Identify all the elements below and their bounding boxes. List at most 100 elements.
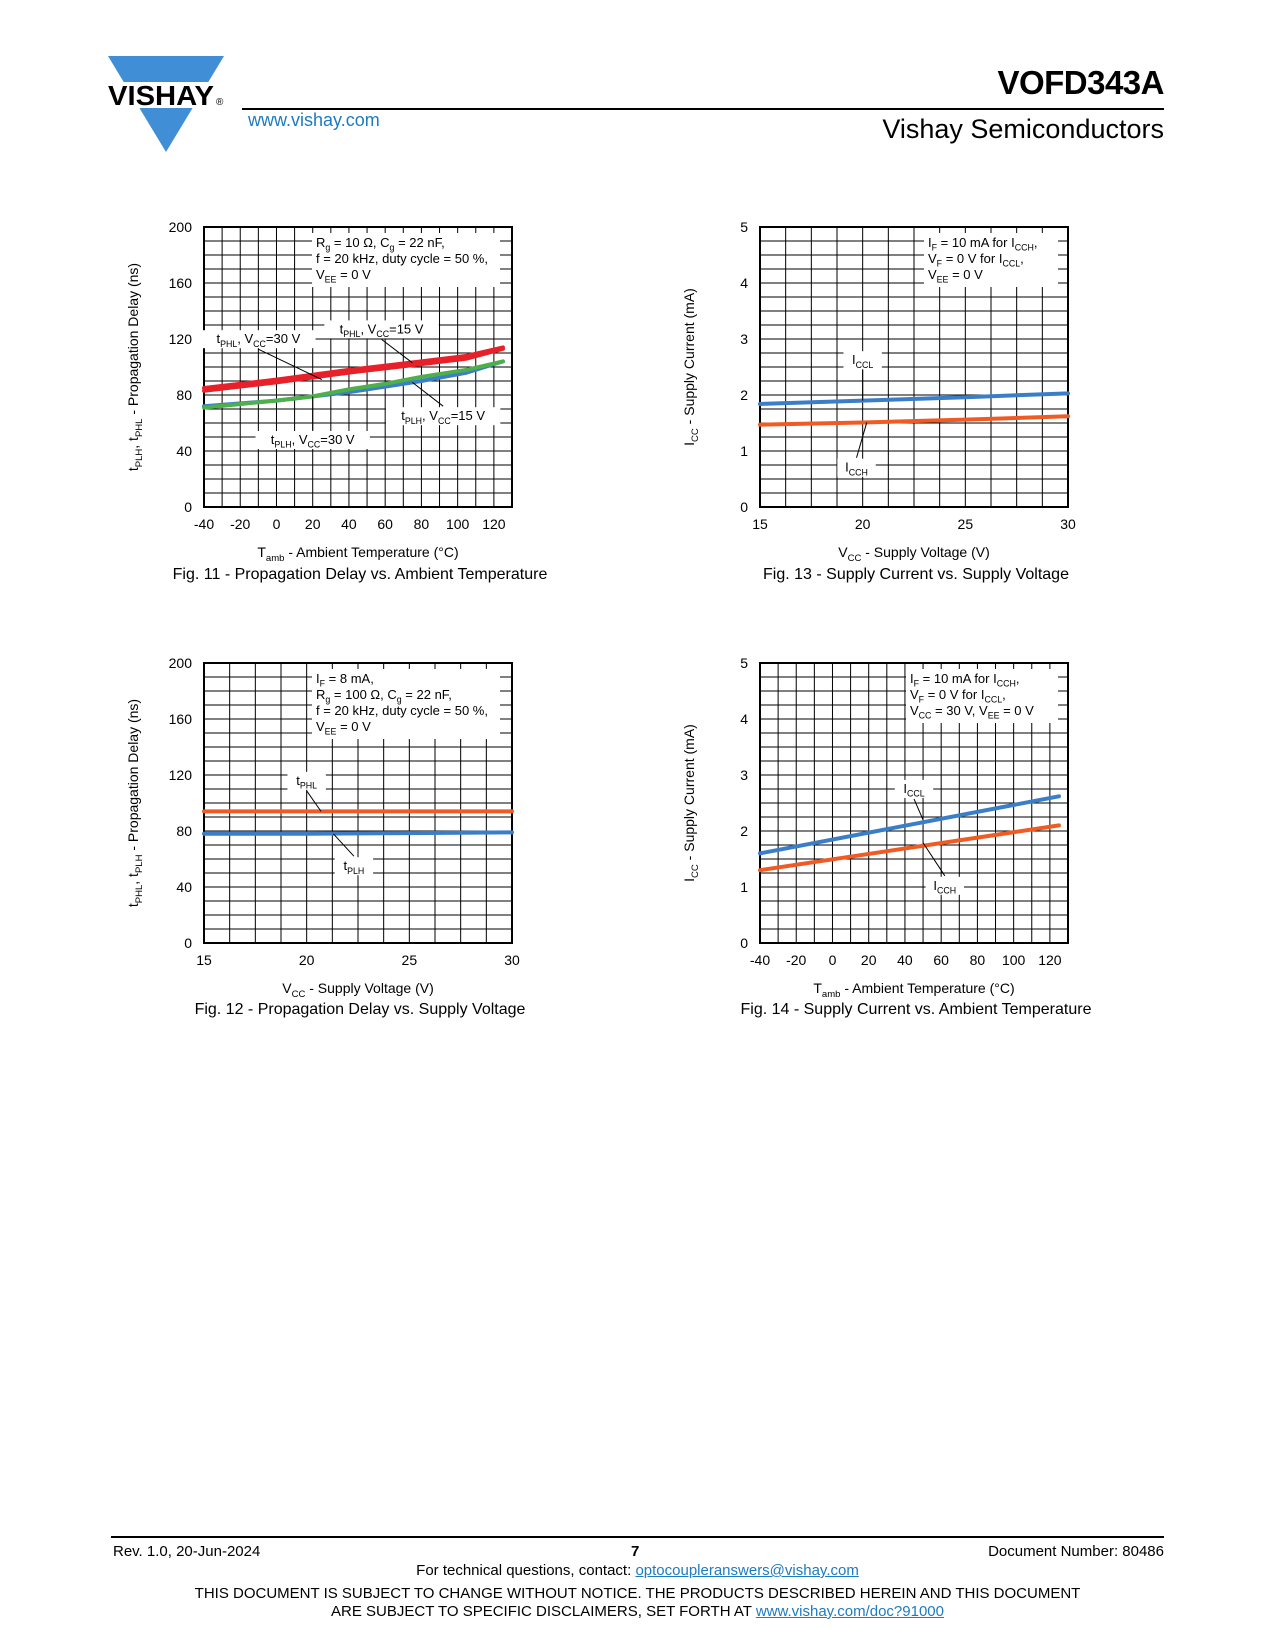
- y-axis-title: tPLH​, tPHL​ - Propagation Delay (ns): [125, 263, 145, 471]
- series-label: tPHL​, VCC​=30 V: [216, 331, 300, 349]
- condition-line: IF​ = 10 mA for ICCH​,: [910, 671, 1020, 689]
- page-number: 7: [631, 1543, 640, 1560]
- label-bg: [385, 407, 501, 426]
- leader-line: [258, 348, 322, 381]
- leader-line: [332, 833, 355, 857]
- series-line-icch: [758, 823, 1061, 873]
- condition-line: VEE​ = 0 V: [316, 267, 371, 285]
- caption-fig12: Fig. 12 - Propagation Delay vs. Supply V…: [194, 1001, 526, 1018]
- condition-line: VF​ = 0 V for ICCL​,: [910, 687, 1006, 705]
- condition-line: IF​ = 10 mA for ICCH​,: [928, 235, 1038, 253]
- condition-line: VF​ = 0 V for ICCL​,: [928, 251, 1024, 269]
- series-line-iccl: [758, 794, 1061, 856]
- y-tick-label: 40: [176, 443, 192, 459]
- contact-email-link[interactable]: optocoupleranswers@vishay.com: [635, 1562, 859, 1579]
- series-line-tphl-vcc-15-v: [202, 345, 505, 390]
- x-axis-title: VCC​ - Supply Voltage (V): [838, 544, 990, 564]
- caption-fig13: Fig. 13 - Supply Current vs. Supply Volt…: [763, 566, 1069, 583]
- y-tick-label: 3: [740, 331, 748, 347]
- header-rule: [242, 108, 1164, 110]
- plot-frame: [759, 226, 1069, 508]
- x-tick-label: 30: [504, 952, 520, 968]
- x-axis-title: Tamb​ - Ambient Temperature (°C): [257, 544, 458, 564]
- label-bg: [837, 458, 876, 477]
- leader-line: [856, 422, 868, 458]
- series-label: ICCH​: [933, 878, 956, 896]
- disclaimer-link[interactable]: www.vishay.com/doc?91000: [755, 1603, 944, 1620]
- disclaimer-line-1: THIS DOCUMENT IS SUBJECT TO CHANGE WITHO…: [194, 1585, 1081, 1602]
- y-axis-title: ICC​ - Supply Current (mA): [681, 724, 701, 882]
- x-tick-label: -20: [786, 952, 806, 968]
- x-tick-label: -20: [230, 516, 250, 532]
- footer-rule: [111, 1536, 1164, 1538]
- y-tick-label: 3: [740, 767, 748, 783]
- x-tick-label: -40: [194, 516, 214, 532]
- series-label: ICCL​: [852, 352, 873, 370]
- y-tick-label: 160: [169, 711, 193, 727]
- leader-line: [913, 798, 924, 820]
- x-tick-label: 40: [341, 516, 357, 532]
- condition-line: f = 20 kHz, duty cycle = 50 %,: [316, 703, 488, 718]
- x-tick-label: 20: [861, 952, 877, 968]
- conditions-box: [312, 669, 500, 739]
- label-bg: [201, 330, 316, 349]
- x-tick-label: 120: [1038, 952, 1062, 968]
- y-tick-label: 4: [740, 275, 748, 291]
- x-tick-label: 15: [752, 516, 768, 532]
- label-bg: [324, 320, 439, 339]
- series-line-tphl-vcc-30-v: [202, 346, 505, 393]
- x-tick-label: 60: [933, 952, 949, 968]
- condition-line: VCC​ = 30 V, VEE​ = 0 V: [910, 703, 1034, 721]
- series-line-tplh: [202, 830, 514, 836]
- revision: Rev. 1.0, 20-Jun-2024: [113, 1543, 261, 1560]
- x-tick-label: 40: [897, 952, 913, 968]
- y-tick-label: 1: [740, 879, 748, 895]
- document-number: Document Number: 80486: [988, 1543, 1164, 1560]
- label-bg: [843, 351, 882, 370]
- disclaimer: THIS DOCUMENT IS SUBJECT TO CHANGE WITHO…: [0, 1585, 1275, 1621]
- plot-frame: [203, 226, 513, 508]
- label-bg: [894, 779, 934, 798]
- label-bg: [925, 876, 964, 895]
- leader-line: [306, 790, 322, 812]
- y-tick-label: 0: [740, 935, 748, 951]
- series-label: tPLH​, VCC​=15 V: [401, 408, 485, 426]
- fig13-svg: IF​ = 10 mA for ICCH​,VF​ = 0 V for ICCL…: [681, 219, 1076, 564]
- y-tick-label: 2: [740, 387, 748, 403]
- y-tick-label: 200: [169, 655, 193, 671]
- website-link[interactable]: www.vishay.com: [248, 110, 380, 130]
- fig14-svg: IF​ = 10 mA for ICCH​,VF​ = 0 V for ICCL…: [681, 655, 1069, 1000]
- x-tick-label: 100: [446, 516, 470, 532]
- part-number: VOFD343A: [997, 64, 1164, 101]
- fig12-svg: IF​ = 8 mA,Rg​ = 100 Ω, Cg​ = 22 nF,f = …: [125, 655, 520, 1000]
- x-tick-label: -40: [750, 952, 770, 968]
- x-tick-label: 60: [377, 516, 393, 532]
- x-tick-label: 20: [855, 516, 871, 532]
- company-name: Vishay Semiconductors: [882, 114, 1164, 144]
- y-tick-label: 40: [176, 879, 192, 895]
- x-tick-label: 100: [1002, 952, 1026, 968]
- series-label: ICCH​: [845, 460, 868, 478]
- condition-line: VEE​ = 0 V: [928, 267, 983, 285]
- y-tick-label: 5: [740, 219, 748, 235]
- series-line-icch: [758, 414, 1070, 427]
- y-tick-label: 80: [176, 387, 192, 403]
- conditions-box: [312, 233, 500, 287]
- series-line-tplh-vcc-30-v: [202, 359, 505, 410]
- y-tick-label: 0: [184, 499, 192, 515]
- condition-line: Rg​ = 10 Ω, Cg​ = 22 nF,: [316, 235, 445, 253]
- series-label: tPLH​, VCC​=30 V: [271, 432, 355, 450]
- y-axis-title: tPHL​, tPLH​ - Propagation Delay (ns): [125, 699, 145, 907]
- leader-line: [922, 842, 946, 877]
- leader-line: [381, 339, 413, 364]
- x-tick-label: 80: [414, 516, 430, 532]
- x-axis-title: Tamb​ - Ambient Temperature (°C): [813, 980, 1014, 1000]
- vishay-logo: VISHAY ®: [108, 56, 236, 156]
- x-tick-label: 0: [829, 952, 837, 968]
- plot-frame: [203, 662, 513, 944]
- conditions-box: [906, 669, 1058, 723]
- condition-line: VEE​ = 0 V: [316, 719, 371, 737]
- x-axis-title: VCC​ - Supply Voltage (V): [282, 980, 434, 1000]
- series-label: tPHL​: [296, 773, 317, 791]
- condition-line: Rg​ = 100 Ω, Cg​ = 22 nF,: [316, 687, 452, 705]
